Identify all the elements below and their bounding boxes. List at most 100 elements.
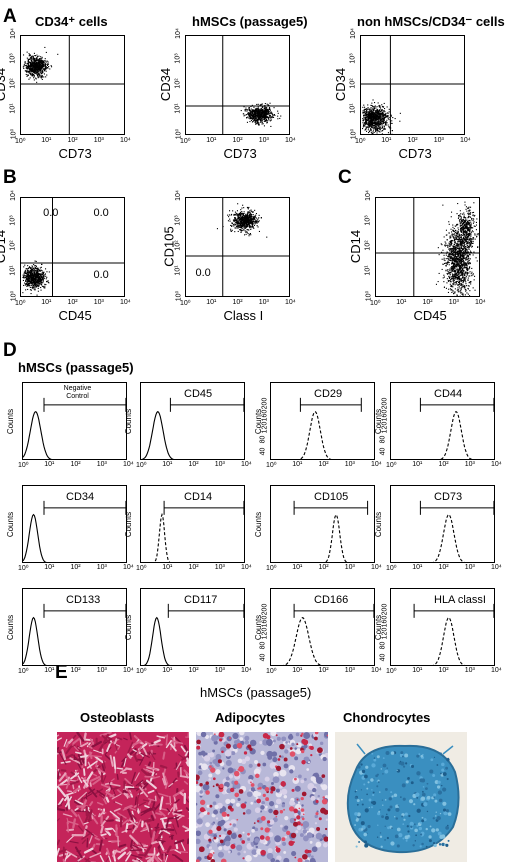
scatter-point <box>368 121 370 123</box>
scatter-point <box>452 229 454 231</box>
scatter-point <box>460 259 462 261</box>
scatter-point <box>243 220 245 222</box>
scatter-point <box>459 244 461 246</box>
scatter-point <box>40 62 42 64</box>
scatter-point <box>37 280 39 282</box>
scatter-point <box>455 281 457 283</box>
scatter-point <box>264 106 266 108</box>
scatter-point <box>33 72 35 74</box>
scatter-point <box>376 124 378 126</box>
scatter-point <box>238 220 240 222</box>
scatter-point <box>455 257 457 259</box>
scatter-point <box>27 281 29 283</box>
scatter-point <box>460 246 462 248</box>
scatter-point <box>239 216 241 218</box>
scatter-point <box>216 228 218 230</box>
scatter-point <box>465 290 467 292</box>
scatter-point <box>382 127 384 129</box>
scatter-point <box>46 63 48 65</box>
scatter-point <box>245 107 247 109</box>
scatter-point <box>469 254 471 256</box>
quadrant-value: 0.0 <box>93 269 109 281</box>
scatter-point <box>382 122 384 124</box>
scatter-point <box>464 287 466 289</box>
scatter-point <box>241 220 243 222</box>
scatter-point <box>467 207 469 209</box>
scatter-point <box>449 272 451 274</box>
scatter-point <box>464 239 466 241</box>
scatter-point <box>383 125 385 127</box>
scatter-point <box>368 109 370 111</box>
scatter-point <box>389 127 391 129</box>
y-tick-label: 10² <box>349 78 357 89</box>
x-tick-label: 10⁰ <box>355 138 366 145</box>
scatter-point <box>41 270 43 272</box>
scatter-point <box>456 213 458 215</box>
scatter-point <box>363 123 365 125</box>
x-tick-label: 10¹ <box>206 137 217 144</box>
scatter-point <box>42 271 44 273</box>
scatter-point <box>40 69 42 71</box>
scatter-point <box>31 275 33 277</box>
scatter-point <box>269 120 271 122</box>
scatter-point <box>44 64 46 66</box>
scatter-point <box>470 231 472 233</box>
y-tick-label: 10¹ <box>9 103 17 114</box>
scatter-point <box>255 108 257 110</box>
scatter-point <box>256 122 258 124</box>
scatter-point <box>29 276 31 278</box>
scatter-point <box>240 220 242 222</box>
scatter-point <box>264 109 266 111</box>
y-tick-label: 10⁰ <box>350 128 358 140</box>
scatter-point <box>268 119 270 121</box>
scatter-point <box>32 281 34 283</box>
scatter-point <box>271 113 273 115</box>
scatter-point <box>33 270 35 272</box>
scatter-point <box>257 119 259 121</box>
scatter-point <box>250 114 252 116</box>
scatter-point <box>251 111 253 113</box>
scatter-point <box>446 263 448 265</box>
scatter-point <box>375 120 377 122</box>
scatter-point <box>242 214 244 216</box>
scatter-point <box>374 114 376 116</box>
scatter-point <box>37 269 39 271</box>
scatter-point <box>462 286 464 288</box>
scatter-point <box>30 272 32 274</box>
scatter-point <box>457 271 459 273</box>
scatter-point <box>269 115 271 117</box>
scatter-point <box>25 67 27 69</box>
scatter-point <box>28 66 30 68</box>
scatter-point <box>460 253 462 255</box>
scatter-point <box>22 276 24 278</box>
scatter-point <box>455 231 457 233</box>
scatter-point <box>32 55 34 57</box>
scatter-point <box>261 118 263 120</box>
scatter-point <box>241 223 243 225</box>
scatter-point <box>263 120 265 122</box>
x-tick-label: 10² <box>67 299 78 306</box>
scatter-point <box>250 213 252 215</box>
scatter-point <box>369 116 371 118</box>
scatter-point <box>461 265 463 267</box>
scatter-point <box>266 117 268 119</box>
scatter-point <box>37 70 39 72</box>
scatter-point <box>387 112 389 114</box>
scatter-point <box>23 277 25 279</box>
scatter-point <box>374 127 376 129</box>
x-axis-label-b1: CD45 <box>58 308 92 323</box>
scatter-point <box>40 56 42 58</box>
scatter-point <box>270 111 272 113</box>
scatter-point <box>253 116 255 118</box>
scatter-point <box>452 278 454 280</box>
y-tick-label: 10⁰ <box>175 128 183 140</box>
scatter-point <box>451 248 453 250</box>
scatter-point <box>453 281 455 283</box>
scatter-point <box>242 222 244 224</box>
scatter-point <box>455 249 457 251</box>
scatter-point <box>236 223 238 225</box>
scatter-point <box>273 116 275 118</box>
scatter-point <box>459 267 461 269</box>
x-tick-label: 10¹ <box>41 299 52 306</box>
scatter-point <box>244 217 246 219</box>
